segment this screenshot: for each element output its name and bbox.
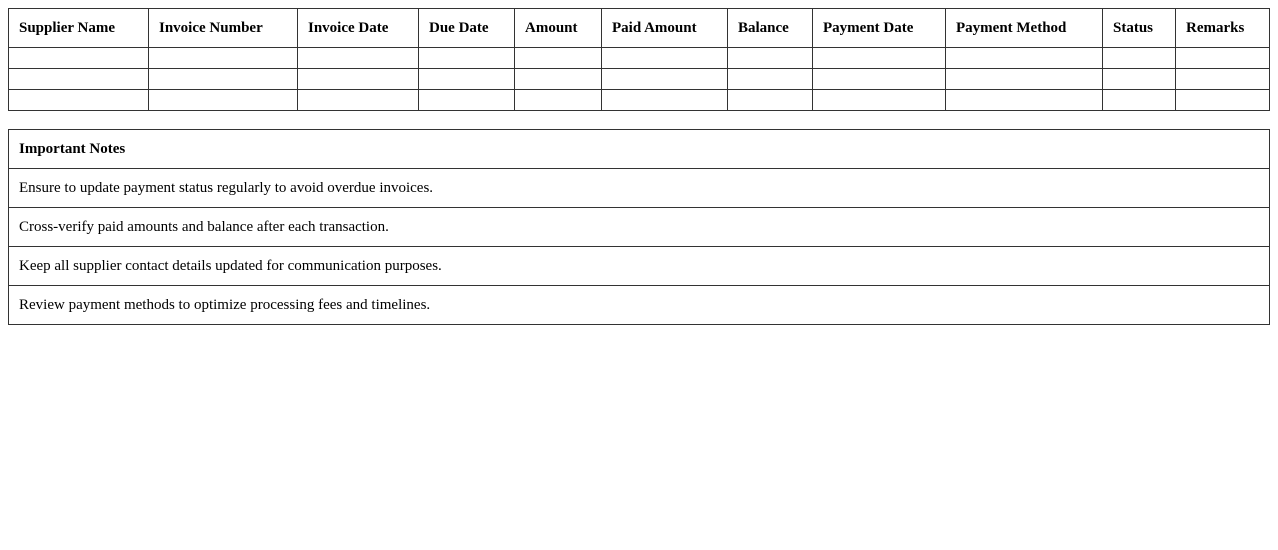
column-header: Status <box>1102 8 1176 48</box>
table-cell[interactable] <box>812 68 946 90</box>
table-cell[interactable] <box>1102 47 1176 69</box>
table-cell[interactable] <box>1102 68 1176 90</box>
table-cell[interactable] <box>418 89 515 111</box>
table-cell[interactable] <box>1175 68 1270 90</box>
table-cell[interactable] <box>297 89 419 111</box>
table-cell[interactable] <box>514 89 602 111</box>
table-cell[interactable] <box>297 47 419 69</box>
table-cell[interactable] <box>945 47 1103 69</box>
table-cell[interactable] <box>8 89 149 111</box>
column-header: Invoice Date <box>297 8 419 48</box>
note-row: Ensure to update payment status regularl… <box>8 168 1270 208</box>
table-cell[interactable] <box>601 89 728 111</box>
table-cell[interactable] <box>148 89 298 111</box>
column-header: Supplier Name <box>8 8 149 48</box>
table-cell[interactable] <box>812 89 946 111</box>
table-cell[interactable] <box>601 68 728 90</box>
table-cell[interactable] <box>514 68 602 90</box>
note-text: Keep all supplier contact details update… <box>8 246 1270 286</box>
column-header: Paid Amount <box>601 8 728 48</box>
table-cell[interactable] <box>297 68 419 90</box>
table-cell[interactable] <box>1175 47 1270 69</box>
table-cell[interactable] <box>945 68 1103 90</box>
table-cell[interactable] <box>514 47 602 69</box>
table-cell[interactable] <box>945 89 1103 111</box>
table-cell[interactable] <box>727 89 813 111</box>
note-text: Ensure to update payment status regularl… <box>8 168 1270 208</box>
table-cell[interactable] <box>418 68 515 90</box>
table-cell[interactable] <box>148 47 298 69</box>
note-row: Review payment methods to optimize proce… <box>8 285 1270 325</box>
column-header: Due Date <box>418 8 515 48</box>
column-header: Invoice Number <box>148 8 298 48</box>
table-cell[interactable] <box>418 47 515 69</box>
table-cell[interactable] <box>8 47 149 69</box>
table-row <box>8 89 1270 111</box>
table-row <box>8 68 1270 90</box>
column-header: Amount <box>514 8 602 48</box>
table-cell[interactable] <box>1102 89 1176 111</box>
table-cell[interactable] <box>727 47 813 69</box>
table-cell[interactable] <box>601 47 728 69</box>
table-cell[interactable] <box>8 68 149 90</box>
note-text: Review payment methods to optimize proce… <box>8 285 1270 325</box>
header-row: Supplier Name Invoice Number Invoice Date D… <box>8 8 1270 48</box>
table-cell[interactable] <box>727 68 813 90</box>
column-header: Remarks <box>1175 8 1270 48</box>
column-header: Payment Method <box>945 8 1103 48</box>
table-cell[interactable] <box>148 68 298 90</box>
note-row: Cross-verify paid amounts and balance af… <box>8 207 1270 247</box>
invoice-table: Supplier Name Invoice Number Invoice Date D… <box>8 8 1270 111</box>
column-header: Payment Date <box>812 8 946 48</box>
important-notes-table: Important Notes Ensure to update payment… <box>8 129 1270 325</box>
table-cell[interactable] <box>812 47 946 69</box>
column-header: Balance <box>727 8 813 48</box>
table-cell[interactable] <box>1175 89 1270 111</box>
table-row <box>8 47 1270 69</box>
note-text: Cross-verify paid amounts and balance af… <box>8 207 1270 247</box>
notes-title: Important Notes <box>8 129 1270 169</box>
note-row: Keep all supplier contact details update… <box>8 246 1270 286</box>
